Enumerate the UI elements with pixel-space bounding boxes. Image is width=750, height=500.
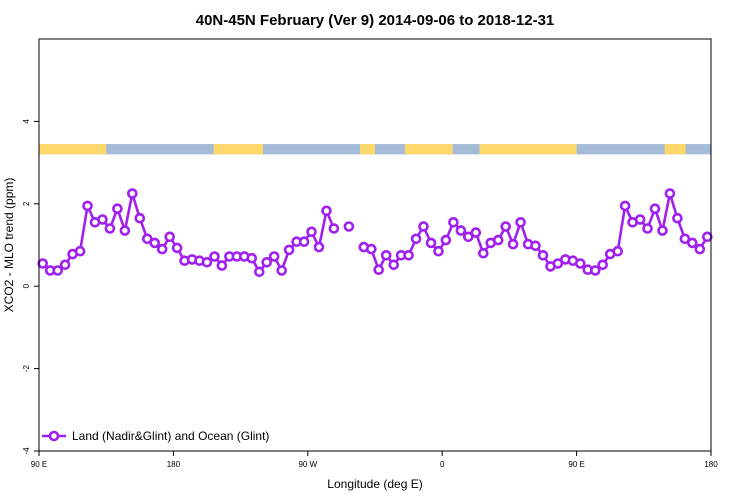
data-point <box>97 214 108 225</box>
data-point <box>440 234 452 246</box>
data-point <box>246 252 258 264</box>
data-point <box>119 225 131 236</box>
data-point <box>642 223 653 234</box>
data-point <box>507 238 519 250</box>
legend-marker <box>48 430 60 442</box>
data-point <box>59 259 71 271</box>
data-point <box>313 241 325 253</box>
y-tick-label: 0 <box>22 283 31 288</box>
data-point <box>112 203 123 214</box>
x-tick-label: 180 <box>167 460 181 469</box>
data-point <box>216 260 228 271</box>
x-tick-label: 90 E <box>568 460 584 469</box>
chart-title: 40N-45N February (Ver 9) 2014-09-06 to 2… <box>196 12 555 29</box>
data-point <box>649 203 661 214</box>
data-point <box>306 226 317 238</box>
data-point <box>515 217 526 228</box>
data-point <box>261 256 273 268</box>
data-point <box>448 217 459 228</box>
x-tick-label: 90 W <box>298 460 317 469</box>
y-axis: -4 -2 0 2 4 <box>22 119 39 455</box>
x-tick-label: 180 <box>704 460 718 469</box>
data-point <box>127 188 138 199</box>
data-point <box>74 245 86 257</box>
data-point <box>686 237 698 249</box>
data-point <box>365 243 377 255</box>
data-point <box>276 265 288 276</box>
data-point <box>418 221 429 232</box>
y-tick-label: 2 <box>22 201 31 206</box>
data-point <box>462 231 474 243</box>
y-tick-label: -2 <box>22 364 31 372</box>
data-point <box>171 242 183 254</box>
data-point <box>679 233 691 245</box>
y-tick-label: 4 <box>22 119 31 124</box>
data-point <box>530 240 541 252</box>
land-segment <box>664 144 686 155</box>
legend-label: Land (Nadir&Glint) and Ocean (Glint) <box>72 429 269 443</box>
data-point <box>149 237 160 249</box>
data-point <box>52 265 64 276</box>
y-tick-label: -4 <box>22 447 31 455</box>
land-segment <box>39 144 107 155</box>
data-point <box>537 250 549 261</box>
data-point <box>477 247 489 259</box>
data-point <box>672 212 683 224</box>
data-point <box>283 244 295 256</box>
data-point <box>433 245 444 257</box>
x-axis: 90 E 180 90 W 0 90 E 180 <box>31 451 718 469</box>
data-point <box>619 200 631 212</box>
x-tick-label: 0 <box>440 460 445 469</box>
data-point <box>552 258 564 269</box>
data-point <box>104 223 116 234</box>
legend: Land (Nadir&Glint) and Ocean (Glint) <box>42 429 269 443</box>
data-point <box>694 243 706 255</box>
data-point <box>164 231 175 243</box>
data-point <box>201 256 213 268</box>
data-point <box>142 233 153 245</box>
data-point <box>634 214 646 225</box>
data-point <box>612 245 624 257</box>
data-point <box>388 259 400 271</box>
land-ocean-band <box>39 144 711 155</box>
data-point <box>403 250 414 261</box>
data-point <box>298 236 310 247</box>
series-line <box>41 192 709 274</box>
plot-frame <box>38 38 712 452</box>
data-point <box>134 212 146 224</box>
data-point <box>500 221 512 232</box>
data-point <box>574 258 586 269</box>
data-point <box>343 221 355 232</box>
x-tick-label: 90 E <box>31 460 47 469</box>
series-layer <box>37 188 713 278</box>
data-point <box>470 227 482 238</box>
data-point <box>410 233 422 245</box>
data-point <box>589 265 601 276</box>
data-point <box>82 200 93 212</box>
land-segment <box>360 144 375 155</box>
data-point <box>209 251 220 262</box>
data-point <box>455 225 467 236</box>
data-point <box>701 231 713 243</box>
data-point <box>597 259 609 271</box>
land-segment <box>404 144 453 155</box>
data-point <box>156 243 168 255</box>
data-point <box>492 234 504 246</box>
data-point <box>253 266 265 278</box>
data-point <box>321 205 332 217</box>
data-point <box>657 225 668 236</box>
land-segment <box>479 144 577 155</box>
y-axis-label: XCO2 - MLO trend (ppm) <box>2 178 16 313</box>
data-point <box>664 188 676 199</box>
data-point <box>425 237 437 249</box>
land-segment <box>213 144 263 155</box>
data-point <box>37 258 49 269</box>
x-axis-label: Longitude (deg E) <box>327 477 422 491</box>
data-point <box>268 251 280 262</box>
data-point <box>328 223 340 234</box>
data-point <box>373 264 385 276</box>
data-point <box>380 250 392 261</box>
